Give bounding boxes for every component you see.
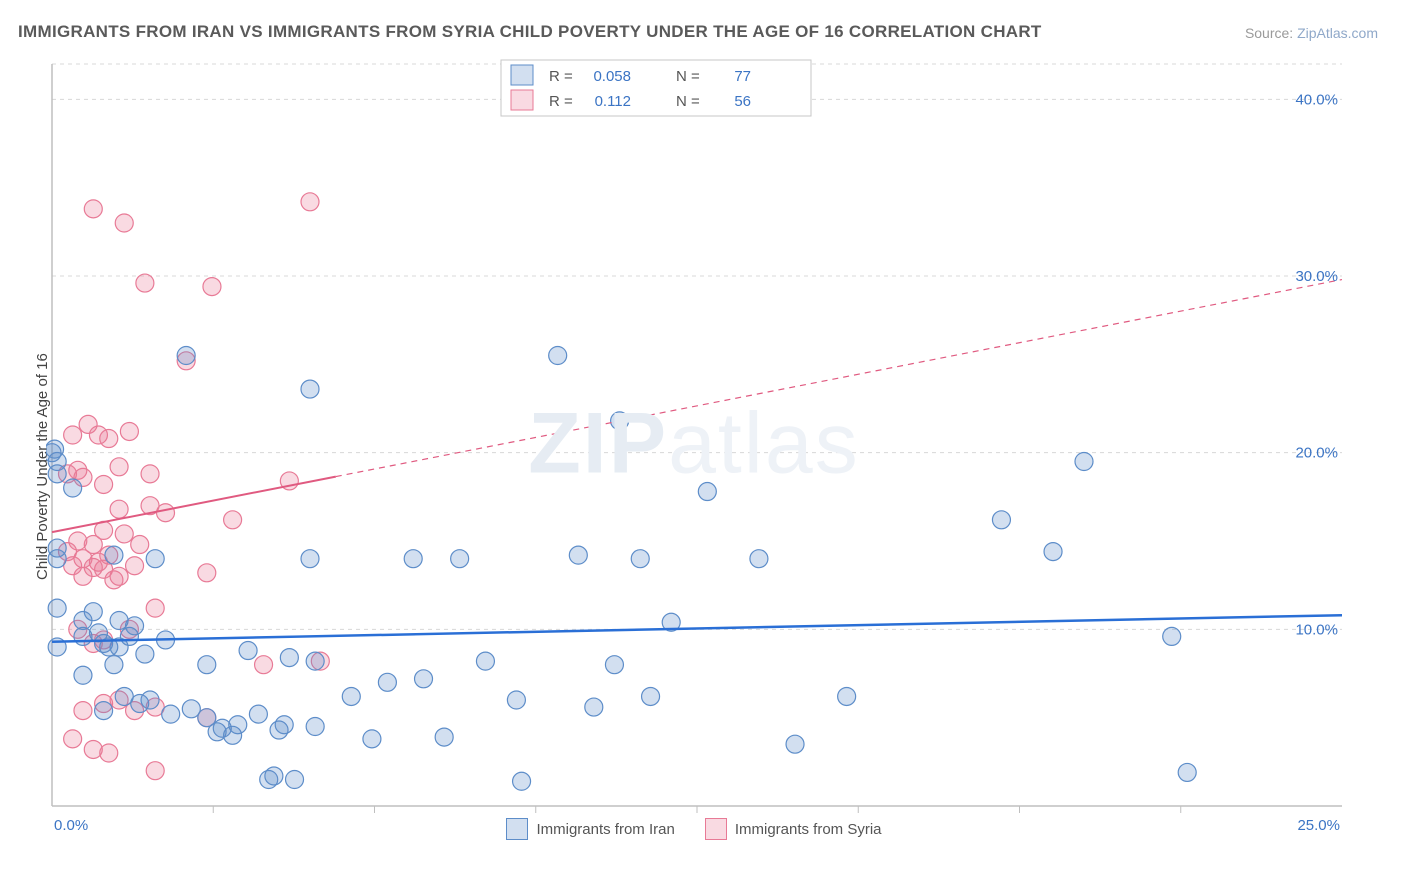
legend-item: Immigrants from Iran	[506, 818, 674, 840]
legend-label: Immigrants from Syria	[735, 821, 882, 838]
svg-text:20.0%: 20.0%	[1295, 445, 1338, 462]
svg-text:0.058: 0.058	[593, 68, 631, 85]
legend-label: Immigrants from Iran	[536, 821, 674, 838]
svg-text:77: 77	[734, 68, 751, 85]
svg-text:56: 56	[734, 93, 751, 110]
legend-swatch	[705, 818, 727, 840]
svg-text:0.112: 0.112	[595, 93, 631, 110]
legend-swatch	[506, 818, 528, 840]
source-prefix: Source:	[1245, 25, 1297, 41]
chart-svg: 10.0%20.0%30.0%40.0%0.0%25.0%R =0.058N =…	[46, 58, 1342, 840]
svg-text:10.0%: 10.0%	[1295, 621, 1338, 638]
svg-text:40.0%: 40.0%	[1295, 91, 1338, 108]
source-link[interactable]: ZipAtlas.com	[1297, 25, 1378, 41]
svg-text:30.0%: 30.0%	[1295, 268, 1338, 285]
legend-item: Immigrants from Syria	[705, 818, 882, 840]
chart-area: ZIPatlas 10.0%20.0%30.0%40.0%0.0%25.0%R …	[46, 58, 1342, 840]
svg-text:N =: N =	[676, 93, 700, 110]
svg-text:R =: R =	[549, 93, 573, 110]
svg-text:R =: R =	[549, 68, 573, 85]
chart-title: IMMIGRANTS FROM IRAN VS IMMIGRANTS FROM …	[18, 22, 1042, 42]
source-attribution: Source: ZipAtlas.com	[1245, 25, 1378, 41]
bottom-legend: Immigrants from Iran Immigrants from Syri…	[46, 818, 1342, 840]
svg-text:N =: N =	[676, 68, 700, 85]
